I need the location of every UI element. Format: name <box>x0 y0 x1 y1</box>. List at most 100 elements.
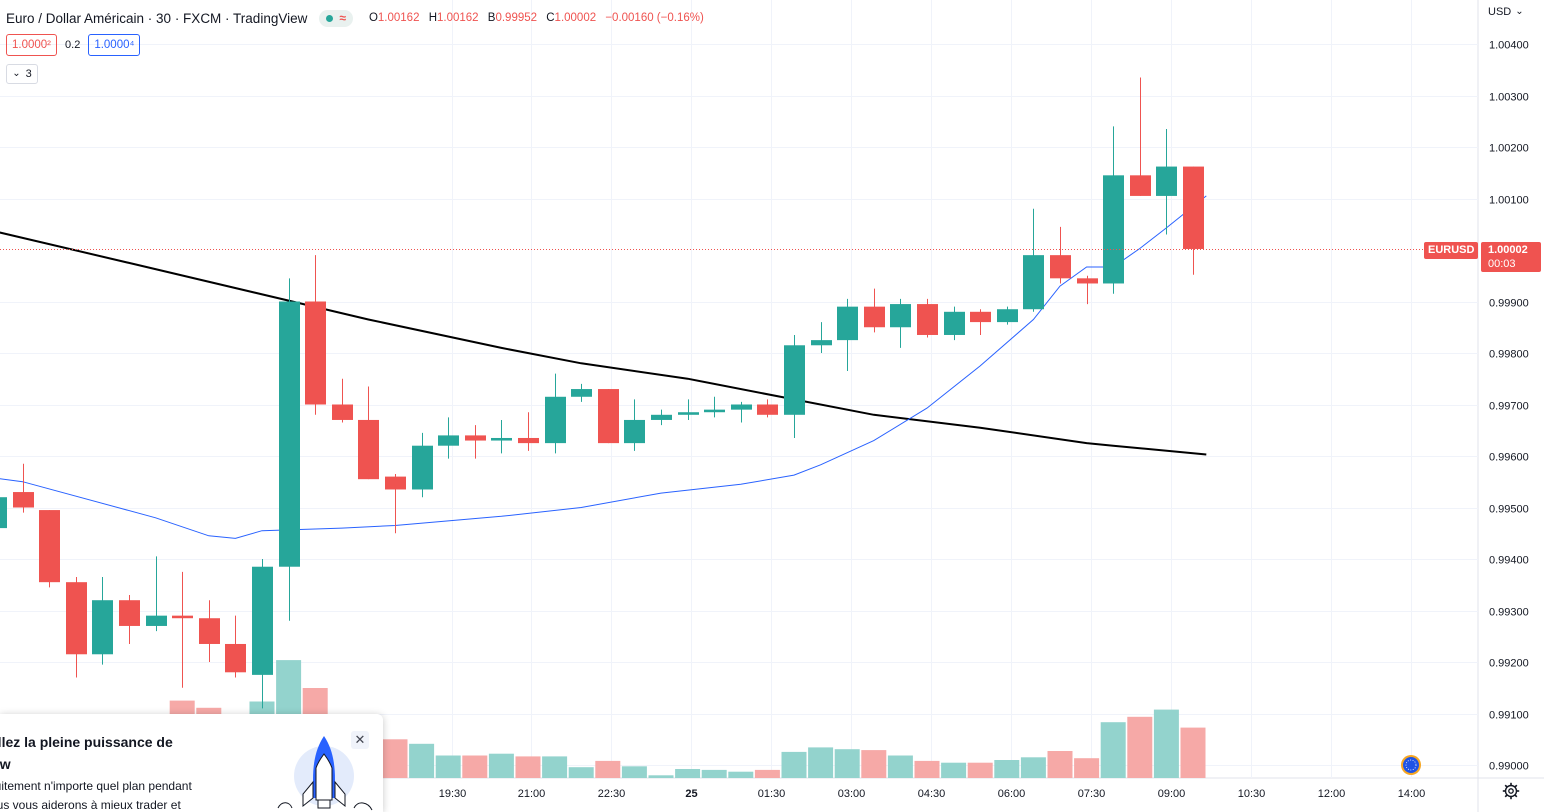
volume-bar <box>515 756 541 778</box>
candle-body <box>438 435 459 446</box>
candle[interactable] <box>0 497 7 533</box>
candle[interactable] <box>545 373 566 454</box>
quick-trade-row: 1.0000² 0.2 1.0000⁴ <box>6 34 141 56</box>
candle[interactable] <box>624 399 645 451</box>
candle-body <box>172 615 193 619</box>
candle[interactable] <box>1050 226 1071 284</box>
chevron-down-icon: ⌄ <box>1515 6 1524 17</box>
candle[interactable] <box>571 383 592 402</box>
candle[interactable] <box>864 288 885 333</box>
moving-average-fast-line <box>0 195 1207 539</box>
candle[interactable] <box>518 412 539 451</box>
x-tick-label: 19:30 <box>439 788 467 800</box>
candle[interactable] <box>704 396 725 418</box>
volume-bar <box>568 767 594 778</box>
x-tick-label: 21:00 <box>518 788 546 800</box>
candle[interactable] <box>92 577 113 665</box>
candle[interactable] <box>757 399 778 418</box>
gear-icon[interactable] <box>1502 782 1520 800</box>
candle[interactable] <box>1023 208 1044 312</box>
candle[interactable] <box>279 278 300 621</box>
candle[interactable] <box>252 559 273 709</box>
y-tick-label: 0.99000 <box>1489 761 1529 773</box>
last-price-label: 1.00002 00:03 <box>1481 242 1541 272</box>
candle[interactable] <box>66 577 87 678</box>
market-status-badge[interactable]: ≈ <box>319 9 353 27</box>
candle-body <box>92 600 113 655</box>
promo-text: ez gratuitement n'importe quel plan pend… <box>0 779 192 812</box>
volume-bar <box>1100 722 1126 778</box>
bar-countdown: 00:03 <box>1488 258 1516 270</box>
candle-body <box>944 311 965 335</box>
candle[interactable] <box>944 306 965 341</box>
y-tick-label: 0.99900 <box>1489 298 1529 310</box>
candle[interactable] <box>199 600 220 662</box>
sell-button[interactable]: 1.0000² <box>6 34 58 56</box>
candle[interactable] <box>970 309 991 335</box>
candle[interactable] <box>890 298 911 348</box>
candle[interactable] <box>39 510 60 588</box>
candle[interactable] <box>146 556 167 632</box>
candle[interactable] <box>438 417 459 459</box>
volume-bar <box>409 743 435 778</box>
volume-bar <box>701 769 727 778</box>
indicators-toggle-button[interactable]: ⌄ 3 <box>6 64 38 84</box>
candle[interactable] <box>385 474 406 534</box>
candle[interactable] <box>119 595 140 644</box>
chevron-down-icon: ⌄ <box>12 68 21 79</box>
candle-body <box>66 582 87 655</box>
candle[interactable] <box>465 425 486 459</box>
symbol-title[interactable]: Euro / Dollar Américain · 30 · FXCM · Tr… <box>6 10 308 26</box>
candle[interactable] <box>651 409 672 426</box>
close-value: 1.00002 <box>554 12 597 24</box>
globe-icon[interactable] <box>1400 754 1422 776</box>
volume-bar <box>887 755 913 778</box>
rocket-icon <box>277 736 373 811</box>
candle[interactable] <box>225 615 246 678</box>
candle[interactable] <box>358 386 379 480</box>
candle[interactable] <box>1183 166 1204 275</box>
candle[interactable] <box>731 401 752 423</box>
candle-body <box>518 437 539 444</box>
candle-body <box>1050 255 1071 279</box>
candle[interactable] <box>1077 275 1098 305</box>
buy-button[interactable]: 1.0000⁴ <box>88 34 141 56</box>
volume-bar <box>914 760 940 778</box>
candle[interactable] <box>13 463 34 513</box>
volume-bar <box>382 739 408 778</box>
y-tick-label: 0.99200 <box>1489 658 1529 670</box>
candle[interactable] <box>598 389 619 444</box>
candle[interactable] <box>1103 126 1124 294</box>
candle[interactable] <box>1156 128 1177 235</box>
candle-body <box>864 306 885 328</box>
candle[interactable] <box>784 334 805 438</box>
y-tick-label: 0.99400 <box>1489 555 1529 567</box>
spread-value: 0.2 <box>65 39 81 51</box>
moving-average-slow-line <box>0 231 1207 456</box>
candle[interactable] <box>917 298 938 338</box>
x-tick-label: 14:00 <box>1398 788 1426 800</box>
currency-selector[interactable]: USD ⌄ <box>1488 6 1524 18</box>
volume-bar <box>994 760 1020 778</box>
candle[interactable] <box>678 399 699 420</box>
candle[interactable] <box>491 419 512 454</box>
candle[interactable] <box>305 255 326 415</box>
volume-bar <box>462 755 488 778</box>
y-tick-label: 0.99700 <box>1489 401 1529 413</box>
promo-banner[interactable]: errouillez la pleine puissance de ingVie… <box>0 714 383 812</box>
volume-bar <box>595 760 621 778</box>
candle[interactable] <box>837 298 858 372</box>
candle[interactable] <box>172 571 193 688</box>
promo-close-button[interactable]: ✕ <box>351 731 369 749</box>
candle[interactable] <box>412 432 433 498</box>
candle[interactable] <box>811 322 832 353</box>
candle-body <box>624 419 645 444</box>
candle[interactable] <box>332 378 353 423</box>
volume-bar <box>808 747 834 778</box>
y-tick-label: 0.99600 <box>1489 452 1529 464</box>
candle[interactable] <box>1130 77 1151 196</box>
candle-body <box>279 301 300 567</box>
candle[interactable] <box>997 306 1018 325</box>
candle-body <box>545 396 566 444</box>
